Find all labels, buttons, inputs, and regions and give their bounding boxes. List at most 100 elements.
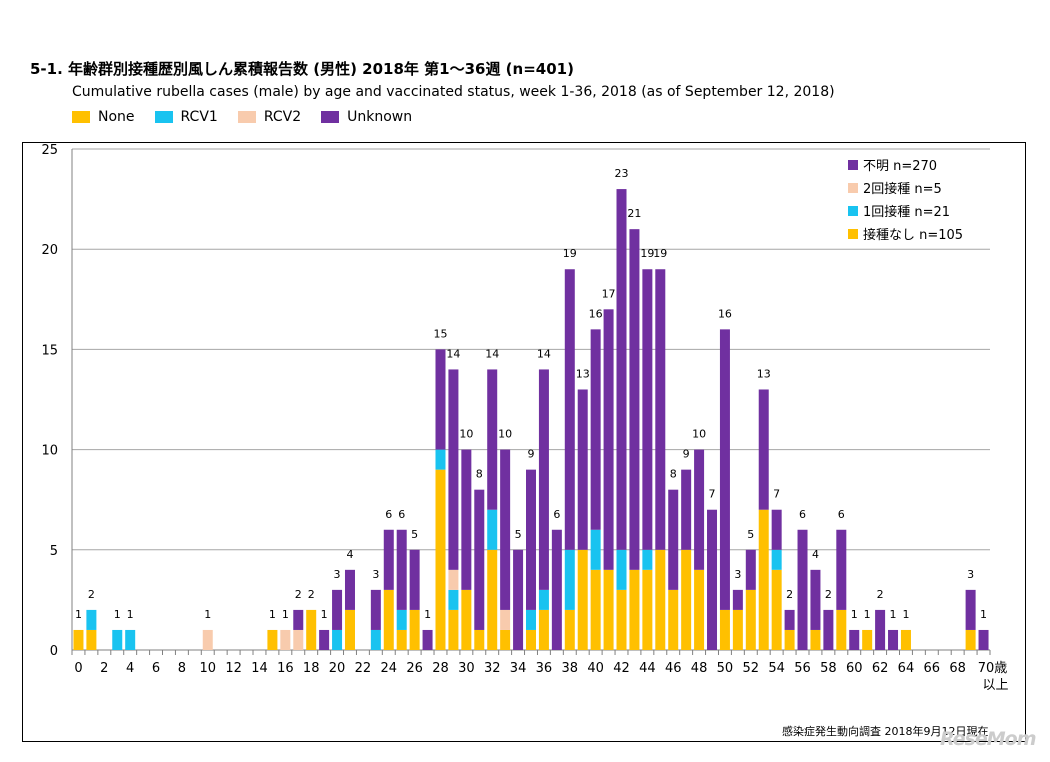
bar-segment: [409, 549, 420, 610]
bar-segment: [745, 549, 756, 590]
bar-segment: [526, 609, 536, 630]
bar-segment: [681, 469, 692, 550]
bar-segment: [577, 549, 588, 650]
legend-entry: 不明 n=270: [863, 159, 937, 174]
bar-segment: [370, 589, 381, 630]
bar-segment: [758, 389, 769, 510]
data-label: 14: [537, 347, 551, 360]
legend-entry: 1回接種 n=21: [863, 204, 950, 220]
bar-segment: [112, 629, 123, 650]
data-label: 1: [127, 608, 134, 621]
data-label: 7: [773, 488, 780, 501]
bar-segment: [306, 609, 317, 650]
chart-frame: [22, 142, 1026, 742]
x-tick-label: 8: [178, 661, 186, 676]
bar-segment: [771, 509, 782, 550]
x-tick-label: 2: [100, 661, 108, 676]
data-label: 1: [902, 608, 909, 621]
data-label: 1: [890, 608, 897, 621]
bar-segment: [73, 629, 84, 650]
bar-segment: [370, 629, 381, 650]
bar-segment: [590, 569, 601, 650]
data-label: 6: [799, 508, 806, 521]
bar-segment: [332, 629, 343, 650]
bar-segment: [590, 329, 601, 530]
top-legend-none: None: [72, 109, 135, 125]
data-label: 21: [627, 207, 641, 220]
x-tick-label: 22: [355, 661, 372, 676]
bar-segment: [810, 629, 821, 650]
bar-segment: [500, 609, 511, 630]
data-label: 1: [980, 608, 987, 621]
bar-segment: [965, 589, 976, 630]
bar-segment: [629, 229, 640, 570]
data-label: 1: [321, 608, 328, 621]
data-label: 10: [692, 428, 706, 441]
data-label: 2: [295, 588, 302, 601]
bar-segment: [784, 629, 795, 650]
data-label: 4: [812, 548, 819, 561]
x-tick-label: 46: [665, 661, 682, 676]
top-legend-rcv1: RCV1: [154, 109, 218, 125]
bar-segment: [862, 629, 873, 650]
y-tick-label: 15: [41, 343, 58, 358]
data-label: 7: [709, 488, 716, 501]
x-tick-label: 10: [199, 661, 216, 676]
data-label: 6: [553, 508, 560, 521]
x-tick-label: 28: [432, 661, 449, 676]
bar-segment: [526, 629, 536, 650]
x-tick-label: 0: [74, 661, 82, 676]
top-legend-rcv2: RCV2: [237, 109, 302, 125]
bar-segment: [616, 589, 627, 650]
chart-subtitle: Cumulative rubella cases (male) by age a…: [72, 84, 835, 100]
data-label: 16: [718, 307, 732, 320]
bar-segment: [616, 189, 627, 550]
x-tick-label: 48: [691, 661, 708, 676]
data-label: 23: [615, 167, 629, 180]
bar-segment: [487, 549, 498, 650]
bar-segment: [694, 569, 705, 650]
bar-segment: [888, 629, 899, 650]
data-label: 14: [446, 347, 460, 360]
data-label: 5: [411, 528, 418, 541]
data-label: 19: [653, 247, 667, 260]
y-tick-label: 5: [50, 544, 58, 559]
bar-segment: [732, 609, 743, 650]
data-label: 3: [334, 568, 341, 581]
x-tick-label: 60: [846, 661, 863, 676]
bar-segment: [655, 269, 666, 550]
data-label: 14: [485, 347, 499, 360]
data-label: 6: [385, 508, 392, 521]
bar-segment: [965, 629, 976, 650]
data-label: 1: [114, 608, 121, 621]
data-label: 1: [424, 608, 431, 621]
bar-segment: [202, 629, 213, 650]
data-label: 9: [683, 448, 690, 461]
data-label: 17: [602, 287, 616, 300]
bar-segment: [564, 549, 575, 610]
bar-segment: [435, 349, 446, 450]
x-tick-label: 26: [406, 661, 423, 676]
x-tick-label: 68: [949, 661, 966, 676]
data-label: 6: [838, 508, 845, 521]
bar-segment: [267, 629, 278, 650]
bar-segment: [707, 509, 718, 650]
data-label: 1: [269, 608, 276, 621]
bar-segment: [577, 389, 588, 550]
bar-segment: [538, 369, 549, 590]
legend-swatch: [848, 160, 858, 170]
bar-segment: [694, 449, 705, 570]
bar-segment: [396, 609, 407, 630]
bar-segment: [771, 549, 782, 570]
legend-swatch: [848, 206, 858, 216]
data-label: 2: [88, 588, 95, 601]
swatch-rcv2: [237, 111, 256, 123]
legend-label: RCV2: [263, 109, 302, 125]
data-label: 4: [346, 548, 353, 561]
bar-segment: [448, 589, 459, 610]
bar-segment: [513, 549, 524, 650]
bar-segment: [344, 609, 355, 650]
swatch-unknown: [321, 111, 340, 123]
bar-segment: [551, 529, 562, 650]
